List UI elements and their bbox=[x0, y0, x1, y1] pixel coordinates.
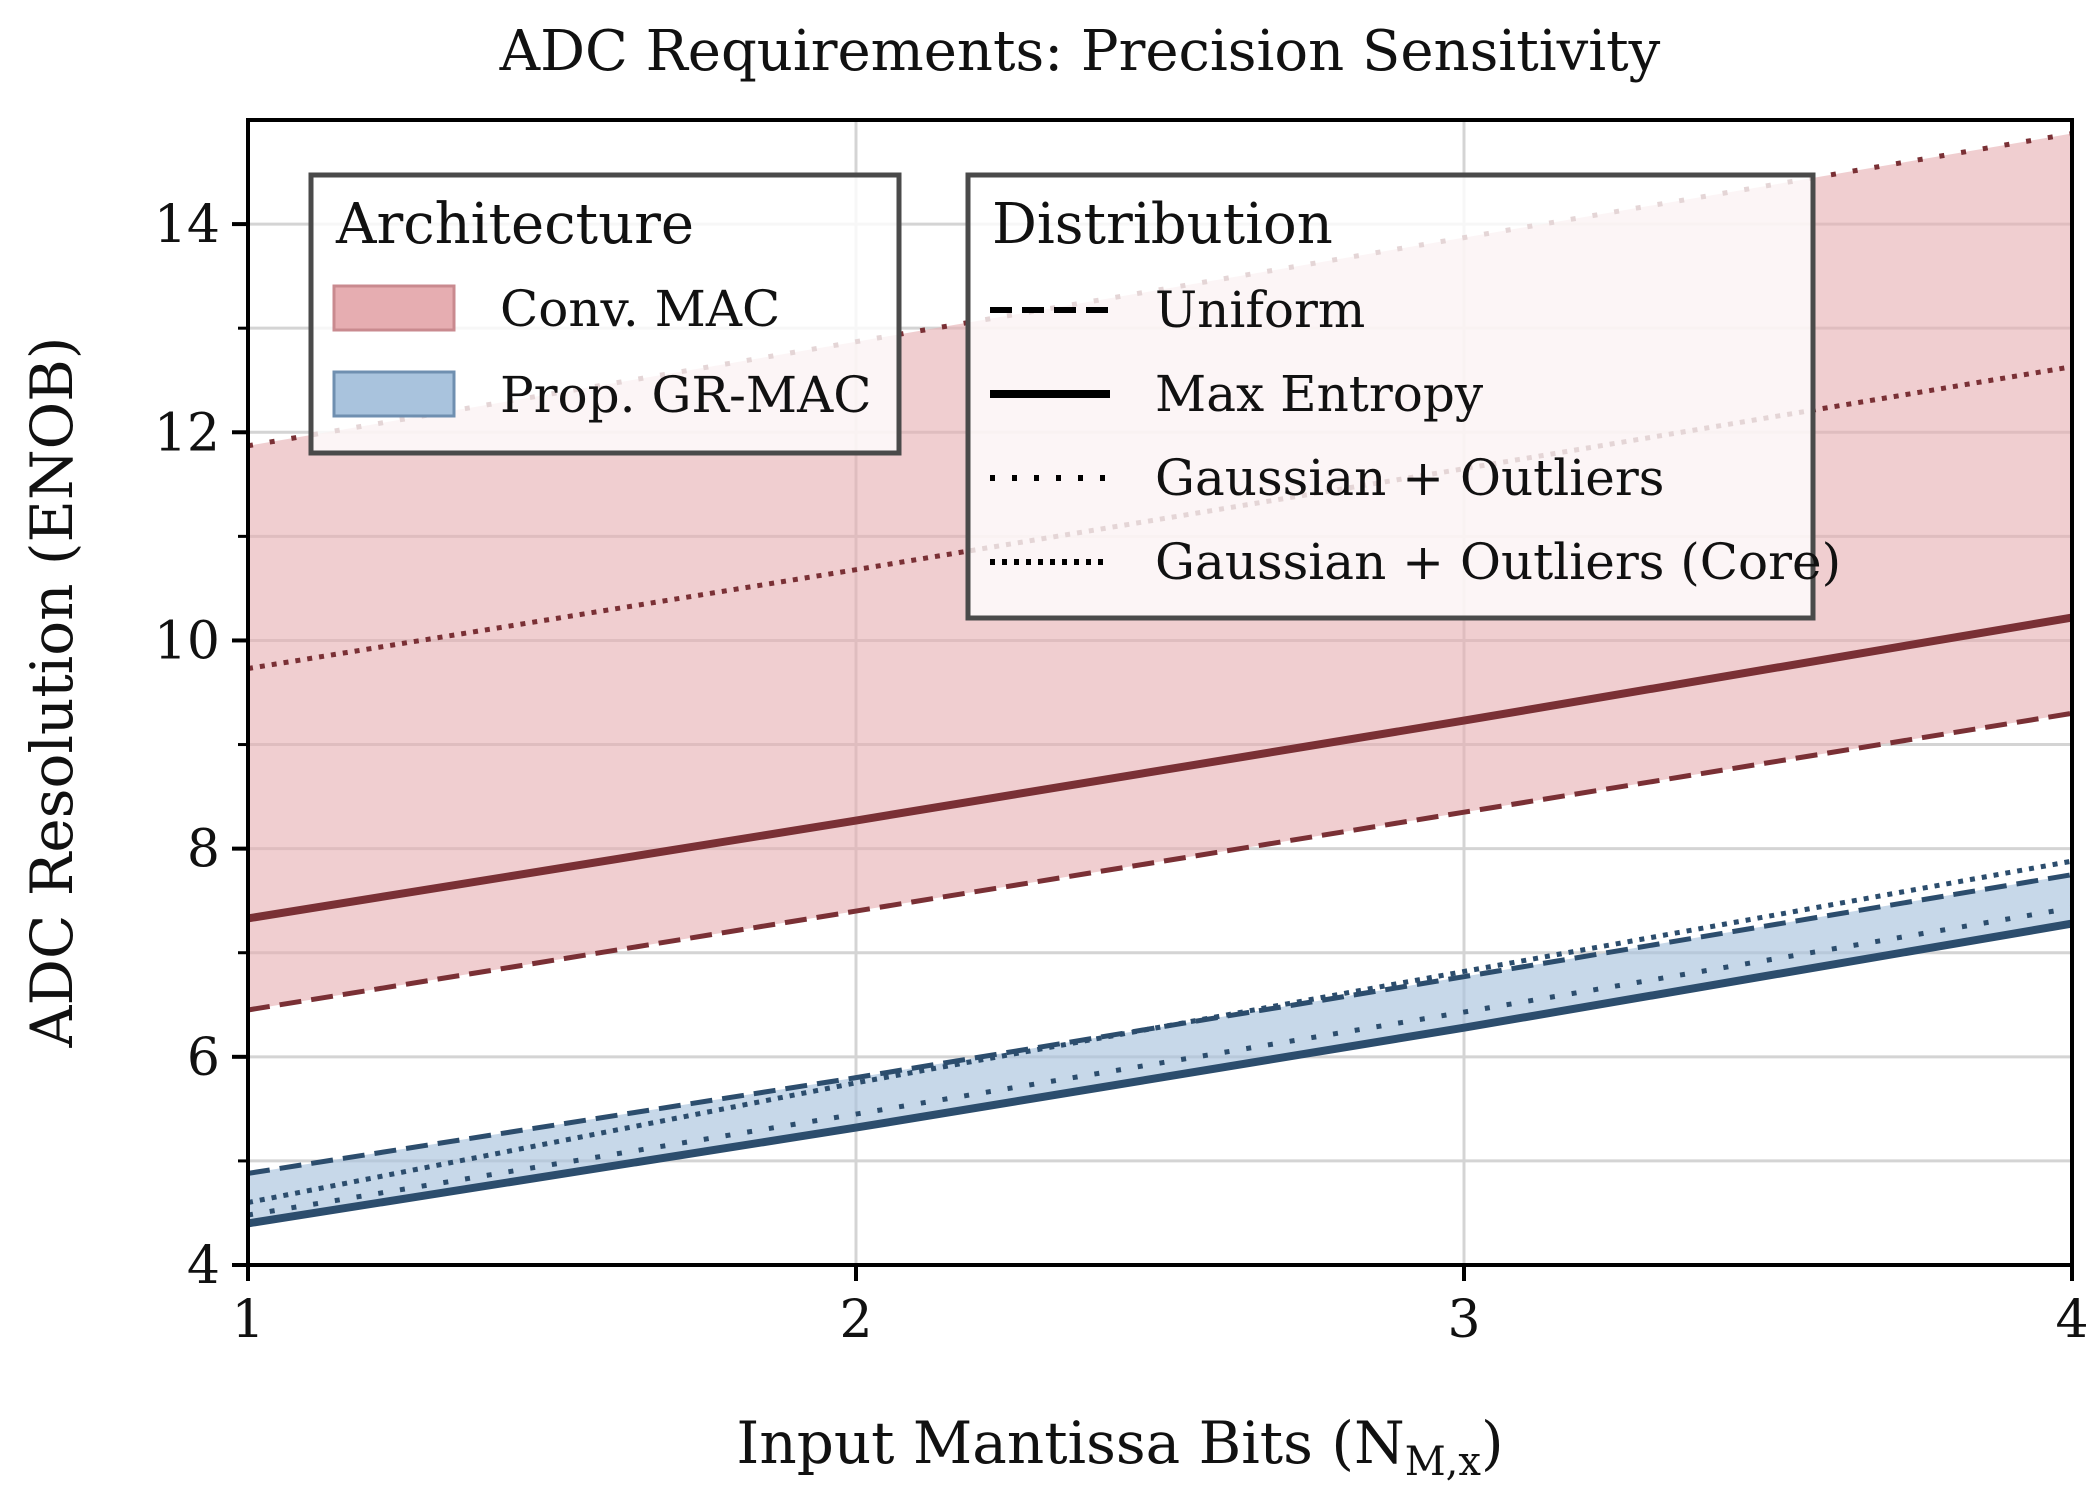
x-tick-label: 1 bbox=[231, 1290, 264, 1350]
x-axis-label-main: Input Mantissa Bits (N bbox=[736, 1409, 1404, 1477]
series-prop-gr-mac-uniform bbox=[248, 872, 2072, 1176]
x-axis-label-close: ) bbox=[1481, 1409, 1504, 1477]
series-prop-gr-mac-gaussian-outliers bbox=[248, 905, 2072, 1218]
legend-label-uniform: Uniform bbox=[1155, 281, 1365, 339]
y-tick-label: 4 bbox=[187, 1236, 220, 1296]
legend-swatch-gr-mac bbox=[332, 370, 456, 418]
legend-label-max-entropy: Max Entropy bbox=[1155, 365, 1484, 423]
legend-distribution: Distribution Uniform Max Entropy Gaussia… bbox=[965, 172, 1841, 621]
legend-label-gaussian-outliers-core: Gaussian + Outliers (Core) bbox=[1155, 533, 1841, 591]
legend-label-gaussian-outliers: Gaussian + Outliers bbox=[1155, 449, 1664, 507]
legend-label-gr-mac: Prop. GR-MAC bbox=[500, 366, 871, 424]
y-tick-label: 12 bbox=[154, 403, 220, 463]
legend-distribution-title: Distribution bbox=[992, 192, 1333, 257]
legend-swatch-conv-mac bbox=[332, 284, 456, 332]
x-tick-label: 2 bbox=[839, 1290, 872, 1350]
y-tick-label: 14 bbox=[154, 195, 220, 255]
y-tick-label: 8 bbox=[187, 820, 220, 880]
chart-title: ADC Requirements: Precision Sensitivity bbox=[499, 19, 1661, 84]
legend-architecture: Architecture Conv. MAC Prop. GR-MAC bbox=[308, 172, 902, 456]
x-tick-label: 4 bbox=[2055, 1290, 2088, 1350]
series-prop-gr-mac-max-entropy bbox=[248, 919, 2072, 1228]
series-conv-mac-max-entropy bbox=[248, 613, 2072, 923]
x-axis-label-subscript: M,x bbox=[1405, 1439, 1482, 1485]
plot-frame bbox=[246, 118, 2074, 1267]
x-axis-label: Input Mantissa Bits (NM,x) bbox=[736, 1409, 1503, 1485]
x-tick-label: 3 bbox=[1447, 1290, 1480, 1350]
y-axis-label: ADC Resolution (ENOB) bbox=[18, 337, 86, 1049]
band-prop-gr-mac bbox=[248, 874, 2072, 1224]
y-tick-label: 10 bbox=[154, 611, 220, 671]
legend-label-conv-mac: Conv. MAC bbox=[500, 280, 780, 338]
legend-architecture-title: Architecture bbox=[335, 192, 694, 257]
series-prop-gr-mac-gaussian-outliers-core bbox=[248, 858, 2072, 1205]
series-conv-mac-uniform bbox=[248, 710, 2072, 1013]
y-tick-label: 6 bbox=[187, 1028, 220, 1088]
